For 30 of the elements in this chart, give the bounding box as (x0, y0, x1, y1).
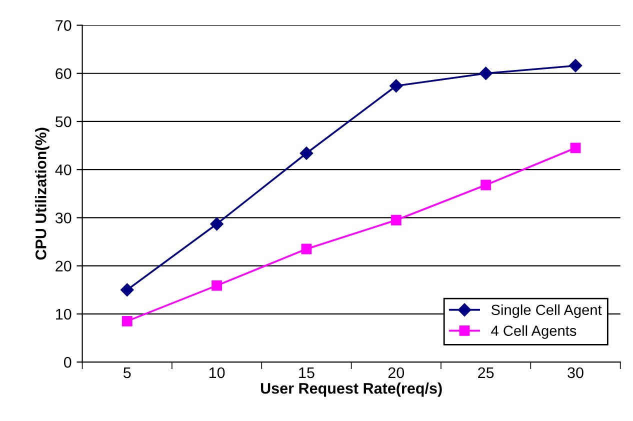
point (301, 244, 312, 254)
y-tick-label: 0 (64, 356, 72, 368)
point (210, 217, 224, 231)
point (570, 142, 581, 154)
point (390, 79, 403, 92)
point (479, 66, 492, 80)
legend-label: 4 Cell Agents (491, 325, 576, 339)
point (390, 214, 402, 226)
y-tick-label: 10 (56, 308, 72, 320)
point (212, 280, 222, 291)
y-tick-label: 40 (55, 164, 72, 176)
y-tick-label: 60 (56, 68, 72, 80)
point (300, 146, 314, 160)
point (480, 180, 492, 190)
x-tick-label: 15 (299, 367, 314, 378)
point (568, 59, 582, 72)
x-tick-label: 25 (478, 367, 494, 378)
y-tick-label: 70 (56, 20, 72, 31)
legend-label: Single Cell Agent (491, 304, 602, 318)
x-tick-label: 5 (123, 367, 131, 378)
point (120, 283, 134, 296)
y-tick-label: 30 (55, 212, 72, 224)
y-axis-title: CPU Utilization(%) (35, 128, 50, 260)
x-tick-label: 20 (388, 367, 404, 378)
y-tick-label: 20 (56, 260, 72, 272)
x-axis-title: User Request Rate(req/s) (260, 382, 442, 397)
x-tick-label: 10 (209, 367, 225, 378)
x-tick-label: 30 (568, 367, 584, 378)
y-tick-label: 50 (55, 116, 72, 128)
point (122, 316, 132, 326)
